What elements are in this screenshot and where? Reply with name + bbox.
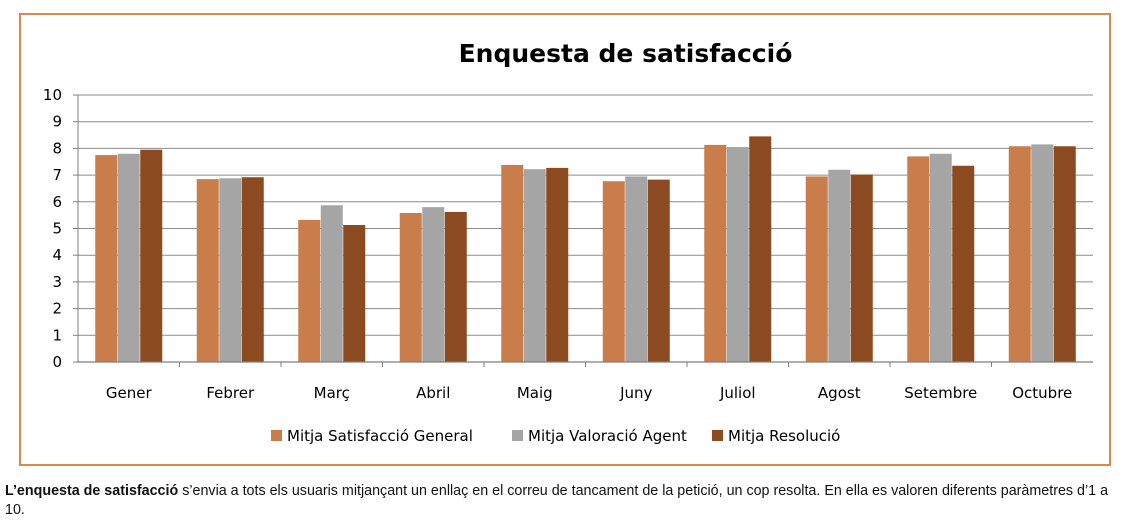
bar-1 — [501, 164, 524, 362]
y-tick-label: 0 — [52, 353, 62, 371]
x-tick-label: Octubre — [1012, 384, 1072, 402]
bar-3 — [850, 174, 873, 362]
legend-label: Mitja Valoració Agent — [528, 427, 687, 445]
bar-1 — [602, 181, 625, 362]
bar-3 — [241, 177, 264, 362]
x-tick-label: Febrer — [206, 384, 255, 402]
x-tick-label: Juliol — [719, 384, 756, 402]
bar-3 — [1053, 146, 1076, 362]
bar-3 — [647, 179, 670, 362]
bar-1 — [399, 213, 422, 362]
chart-frame: Enquesta de satisfacció 0 1 2 3 4 5 6 7 8 9 10 Gener… — [19, 13, 1111, 466]
bar-3 — [140, 149, 163, 362]
x-tick-label: Gener — [106, 384, 153, 402]
x-tick-label: Agost — [818, 384, 861, 402]
bar-3 — [749, 136, 772, 362]
bar-2 — [219, 178, 242, 362]
y-tick-label: 9 — [52, 113, 62, 131]
bar-chart: Enquesta de satisfacció 0 1 2 3 4 5 6 7 8 9 10 Gener… — [43, 39, 1093, 445]
y-tick-label: 7 — [52, 166, 62, 184]
y-tick-label: 2 — [52, 300, 62, 318]
bar-1 — [1008, 146, 1031, 362]
y-tick-label: 3 — [52, 273, 62, 291]
bar-1 — [907, 156, 930, 362]
bar-1 — [298, 219, 321, 362]
bar-2 — [828, 169, 851, 362]
legend-swatch — [271, 430, 282, 441]
bar-3 — [952, 165, 975, 362]
x-tick-label: Juny — [619, 384, 652, 402]
bar-3 — [546, 167, 569, 362]
bar-2 — [625, 176, 648, 362]
x-tick-label: Març — [314, 384, 350, 402]
caption-bold-lead: L’enquesta de satisfacció — [5, 483, 179, 499]
caption: L’enquesta de satisfacció s’envia a tots… — [5, 482, 1130, 520]
bar-2 — [726, 147, 749, 362]
y-tick-label: 6 — [52, 193, 62, 211]
bar-2 — [523, 169, 546, 362]
bar-1 — [805, 176, 828, 362]
y-tick-label: 4 — [52, 246, 62, 264]
bar-2 — [320, 205, 343, 362]
x-tick-label: Maig — [517, 384, 553, 402]
bar-2 — [1031, 144, 1054, 362]
legend-swatch — [512, 430, 523, 441]
y-tick-label: 8 — [52, 139, 62, 157]
bar-1 — [196, 179, 219, 362]
bar-2 — [422, 207, 445, 362]
bar-3 — [343, 225, 366, 362]
x-tick-label: Setembre — [904, 384, 977, 402]
caption-text: s’envia a tots els usuaris mitjançant un… — [5, 483, 1109, 518]
bar-1 — [704, 144, 727, 362]
y-tick-label: 1 — [52, 326, 62, 344]
legend-label: Mitja Satisfacció General — [287, 427, 473, 445]
bar-2 — [929, 153, 952, 362]
y-tick-label: 5 — [52, 220, 62, 238]
bar-1 — [95, 155, 118, 362]
x-tick-label: Abril — [416, 384, 450, 402]
legend-label: Mitja Resolució — [728, 427, 840, 445]
bar-2 — [117, 153, 140, 362]
chart-title: Enquesta de satisfacció — [459, 39, 793, 68]
bar-3 — [444, 211, 467, 362]
y-tick-label: 10 — [43, 86, 62, 104]
legend-swatch — [712, 430, 723, 441]
